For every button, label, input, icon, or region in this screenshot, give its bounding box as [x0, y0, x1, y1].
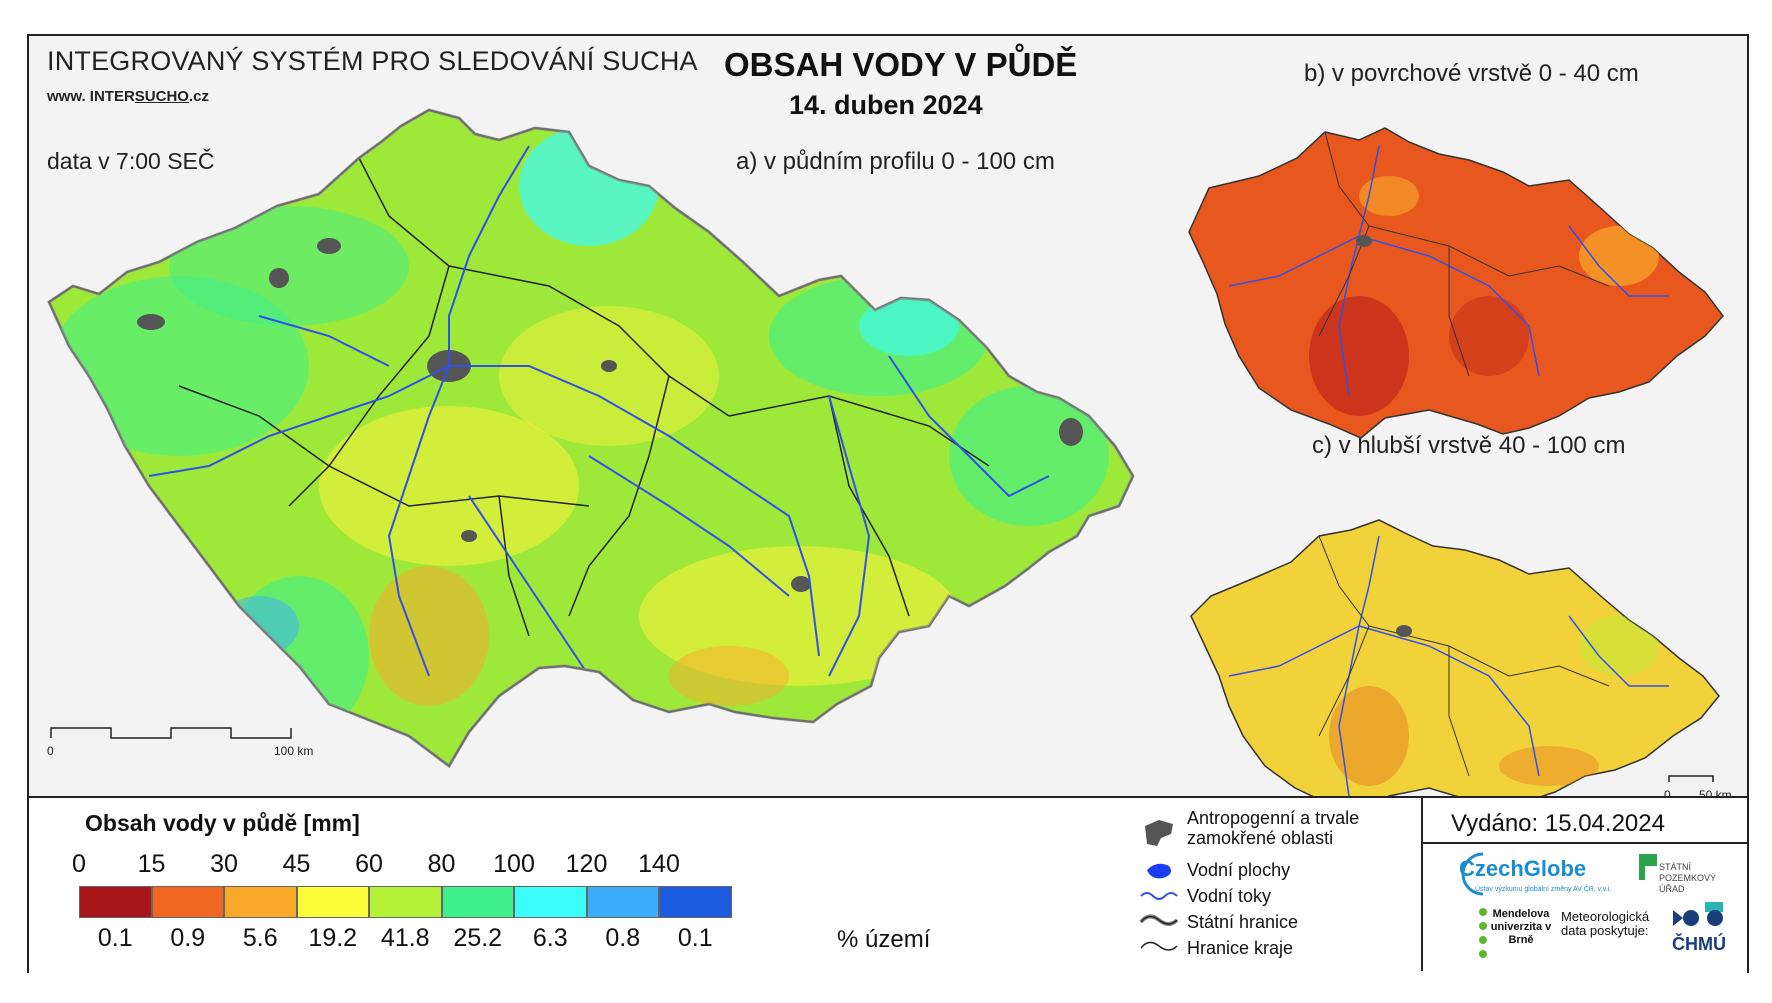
legend-color-cell [79, 886, 152, 918]
urban-symbol-icon [1145, 820, 1173, 846]
legend-color-cell [514, 886, 587, 918]
legend-percent-value: 41.8 [380, 924, 430, 952]
scale-main-start: 0 [47, 744, 54, 758]
issued-date: Vydáno: 15.04.2024 [1451, 810, 1665, 837]
legend-color-cell [369, 886, 442, 918]
divider [1421, 842, 1747, 844]
mendel-dots-icon [1479, 908, 1487, 958]
legend-percent-value: 0.1 [97, 924, 133, 952]
chmu-logo-icon [1673, 910, 1723, 926]
legend-state-border-label: Státní hranice [1187, 912, 1299, 932]
map-date: 14. duben 2024 [789, 90, 983, 120]
map-b-label: b) v povrchové vrstvě 0 - 40 cm [1304, 60, 1639, 87]
map-b-surface-0-40 [1188, 127, 1724, 439]
water-body-icon [1147, 863, 1171, 879]
legend-color-cell [224, 886, 297, 918]
mendel-logo: Mendelova univerzita v Brně [1490, 908, 1552, 946]
website-link[interactable]: www. INTERSUCHO.cz [47, 88, 209, 105]
region-border-icon [1140, 941, 1178, 951]
legend-water-label: Vodní plochy [1187, 860, 1291, 880]
legend-color-cell [441, 886, 514, 918]
state-border-a [47, 108, 1135, 769]
czechglobe-logo: CzechGlobe [1459, 856, 1587, 881]
legend-tick-label: 80 [427, 850, 456, 878]
legend-tick-label: 60 [355, 850, 383, 878]
legend-color-cell [151, 886, 224, 918]
legend-percent-value: 19.2 [308, 924, 358, 952]
legend-percent-value: 25.2 [453, 924, 503, 952]
legend-percent-value: 6.3 [532, 924, 568, 952]
map-area: INTEGROVANÝ SYSTÉM PRO SLEDOVÁNÍ SUCHA w… [29, 36, 1747, 817]
legend-title: Obsah vody v půdě [mm] [85, 810, 360, 836]
map-frame: INTEGROVANÝ SYSTÉM PRO SLEDOVÁNÍ SUCHA w… [27, 34, 1749, 973]
scale-bar-main [50, 727, 292, 739]
legend-tick-label: 45 [282, 850, 311, 878]
map-a-profile-0-100 [47, 108, 1724, 817]
map-c-deep-40-100 [1190, 519, 1720, 817]
legend-color-cell [586, 886, 659, 918]
page-title: OBSAH VODY V PŮDĚ [724, 46, 1078, 83]
czechglobe-sub: Ústav výzkumu globální změny AV ČR, v.v.… [1475, 886, 1612, 893]
river-icon [1140, 892, 1178, 900]
czechglobe-logo-icon [1461, 852, 1484, 896]
system-title: INTEGROVANÝ SYSTÉM PRO SLEDOVÁNÍ SUCHA [47, 46, 698, 76]
legend-color-cell [296, 886, 369, 918]
legend-tick-label: 0 [72, 850, 86, 878]
legend-percent-value: 5.6 [242, 924, 278, 952]
spu-mark-icon [1705, 902, 1723, 912]
scale-bar-small [1668, 775, 1714, 782]
issuer-box [1421, 798, 1749, 971]
legend-urban-label: Antropogenní a trvale zamokřené oblasti [1187, 808, 1360, 848]
rivers [148, 145, 1050, 677]
legend-tick-label: 120 [565, 850, 608, 878]
map-c-label: c) v hlubší vrstvě 40 - 100 cm [1312, 432, 1626, 459]
legend-panel: Obsah vody v půdě [mm] % území Antropoge… [29, 796, 1747, 973]
data-time: data v 7:00 SEČ [47, 148, 215, 174]
legend-percent-value: 0.9 [170, 924, 206, 952]
spu-logo-icon [1639, 854, 1657, 880]
legend-region-border-label: Hranice kraje [1187, 938, 1294, 958]
legend-tick-label: 15 [137, 850, 166, 878]
legend-percent-value: 0.8 [605, 924, 641, 952]
met-data-note: Meteorologická data poskytuje: [1561, 909, 1650, 938]
scale-main-end: 100 km [274, 744, 314, 758]
percent-unit: % území [837, 926, 931, 953]
legend-tick-label: 30 [210, 850, 238, 878]
legend-tick-label: 140 [638, 850, 680, 878]
legend-percent-value: 0.1 [677, 924, 713, 952]
scale-small-start: 0 [1664, 788, 1671, 802]
legend-symbols [1139, 820, 1179, 951]
chmu-logo: ČHMÚ [1672, 934, 1726, 954]
legend-color-cell [659, 886, 732, 918]
spu-logo: STÁTNÍ POZEMKOVÝ ÚŘAD [1659, 862, 1717, 894]
legend-tick-label: 100 [493, 850, 535, 878]
map-a-label: a) v půdním profilu 0 - 100 cm [736, 148, 1055, 175]
legend-rivers-label: Vodní toky [1187, 886, 1272, 906]
